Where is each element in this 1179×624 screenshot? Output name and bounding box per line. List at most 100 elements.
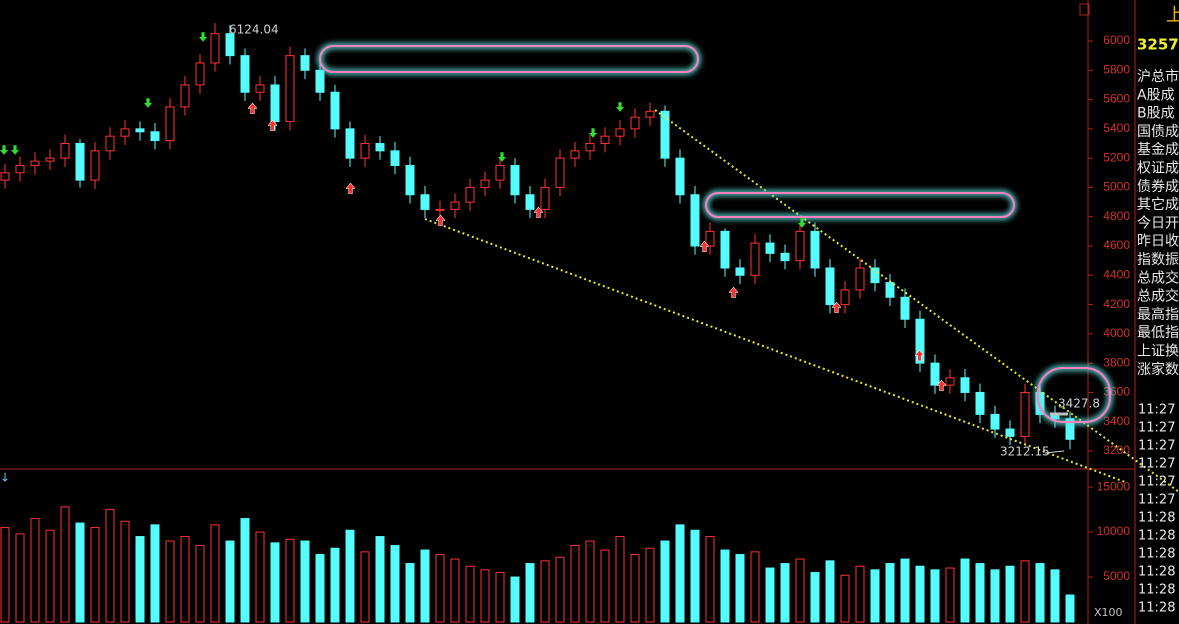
volume-bar — [225, 540, 235, 623]
candle-body — [195, 62, 205, 86]
candle-body — [390, 150, 400, 166]
candle-body — [405, 164, 415, 196]
side-label: 昨日收 — [1137, 234, 1179, 250]
volume-bar — [900, 558, 910, 623]
volume-bar — [615, 536, 625, 623]
side-label: 总成交 — [1137, 288, 1179, 305]
volume-bar — [840, 574, 850, 623]
side-label: 指数振 — [1137, 252, 1179, 268]
volume-bar — [585, 540, 595, 623]
volume-bar — [870, 569, 880, 623]
candle-body — [255, 84, 265, 93]
y-tick-label: 4200 — [1103, 297, 1130, 311]
candle-body — [180, 84, 190, 108]
y-tick-label: 5000 — [1103, 180, 1130, 194]
volume-bar — [705, 536, 715, 623]
side-time: 11:28 — [1138, 529, 1175, 544]
y-tick-label: 4000 — [1103, 326, 1130, 340]
volume-bar — [960, 558, 970, 623]
volume-bar — [600, 549, 610, 623]
y-tick-label: 3400 — [1103, 414, 1130, 428]
volume-bar — [930, 569, 940, 623]
candle-body — [165, 106, 175, 142]
volume-bar — [1020, 560, 1030, 623]
volume-bar — [495, 572, 505, 623]
candle-body — [420, 194, 430, 210]
candle-body — [885, 282, 895, 298]
highlights — [317, 43, 1113, 425]
volume-bar — [795, 558, 805, 623]
candle-body — [495, 164, 505, 181]
side-label: 涨家数 — [1137, 361, 1179, 378]
y-tick-label: 5400 — [1103, 121, 1130, 135]
volume-bar — [435, 554, 445, 623]
volume-bar — [765, 567, 775, 623]
candle-body — [285, 55, 295, 123]
volume-bar — [270, 542, 280, 623]
volume-bar — [195, 545, 205, 623]
candle-body — [555, 157, 565, 188]
volume-bar — [375, 536, 385, 623]
candle-body — [0, 172, 10, 181]
candle-body — [375, 143, 385, 152]
candle-body — [930, 362, 940, 386]
candle-body — [525, 194, 535, 210]
candle-body — [735, 267, 745, 276]
trend-line — [654, 109, 1179, 493]
side-label: 权证成 — [1137, 161, 1179, 177]
candle-body — [15, 164, 25, 174]
candle-body — [585, 143, 595, 152]
volume-bar — [990, 569, 1000, 623]
volume-bar — [915, 565, 925, 623]
candle-body — [615, 128, 625, 137]
volume-bar — [645, 547, 655, 623]
candle-body — [315, 69, 325, 93]
candle-body — [945, 377, 955, 386]
volume-tick-label: 5000 — [1103, 569, 1130, 583]
volume-bar — [135, 536, 145, 623]
volume-bar — [690, 529, 700, 623]
side-time: 11:27 — [1138, 439, 1175, 454]
candle-body — [810, 230, 820, 269]
window-button[interactable] — [1079, 3, 1090, 16]
volume-tick-label: 10000 — [1097, 524, 1131, 538]
side-panel: 沪总市A股成B股成国债成基金成权证成债券成其它成今日开昨日收指数振总成交总成交最… — [1137, 68, 1179, 616]
candle-body — [720, 230, 730, 269]
volume-bar — [810, 572, 820, 623]
candle-body — [300, 55, 310, 71]
side-label: A股成 — [1137, 87, 1175, 103]
volume-bar — [750, 551, 760, 623]
candle-body — [240, 55, 250, 93]
volume-bar — [480, 569, 490, 623]
y-tick-label: 5600 — [1103, 92, 1130, 106]
volume-bar — [720, 549, 730, 623]
candle-body — [345, 128, 355, 159]
candle-body — [855, 267, 865, 291]
volume-bar — [1050, 569, 1060, 623]
y-tick-label: 4400 — [1103, 267, 1130, 281]
candle-body — [45, 157, 55, 162]
side-time: 11:27 — [1138, 493, 1175, 508]
candle-body — [210, 33, 220, 64]
volume-bar — [0, 527, 10, 623]
candle-body — [975, 391, 985, 415]
candle-body — [870, 267, 880, 284]
side-label: 今日开 — [1137, 215, 1179, 231]
y-tick-label: 3200 — [1103, 443, 1130, 457]
side-label: 沪总市 — [1137, 68, 1179, 85]
highlight — [1037, 367, 1111, 423]
trend-lines — [424, 109, 1179, 493]
candle-body — [990, 413, 1000, 430]
candle-body — [540, 186, 550, 210]
side-time: 11:28 — [1138, 511, 1175, 526]
side-label: 其它成 — [1137, 196, 1179, 213]
highlight — [319, 45, 699, 73]
candle-body — [435, 208, 445, 211]
volume-bar — [30, 518, 40, 623]
volume-bar — [1005, 565, 1015, 623]
candle-body — [225, 33, 235, 57]
side-time: 11:28 — [1138, 601, 1175, 616]
side-time: 11:27 — [1138, 421, 1175, 436]
volume-bar — [345, 529, 355, 623]
